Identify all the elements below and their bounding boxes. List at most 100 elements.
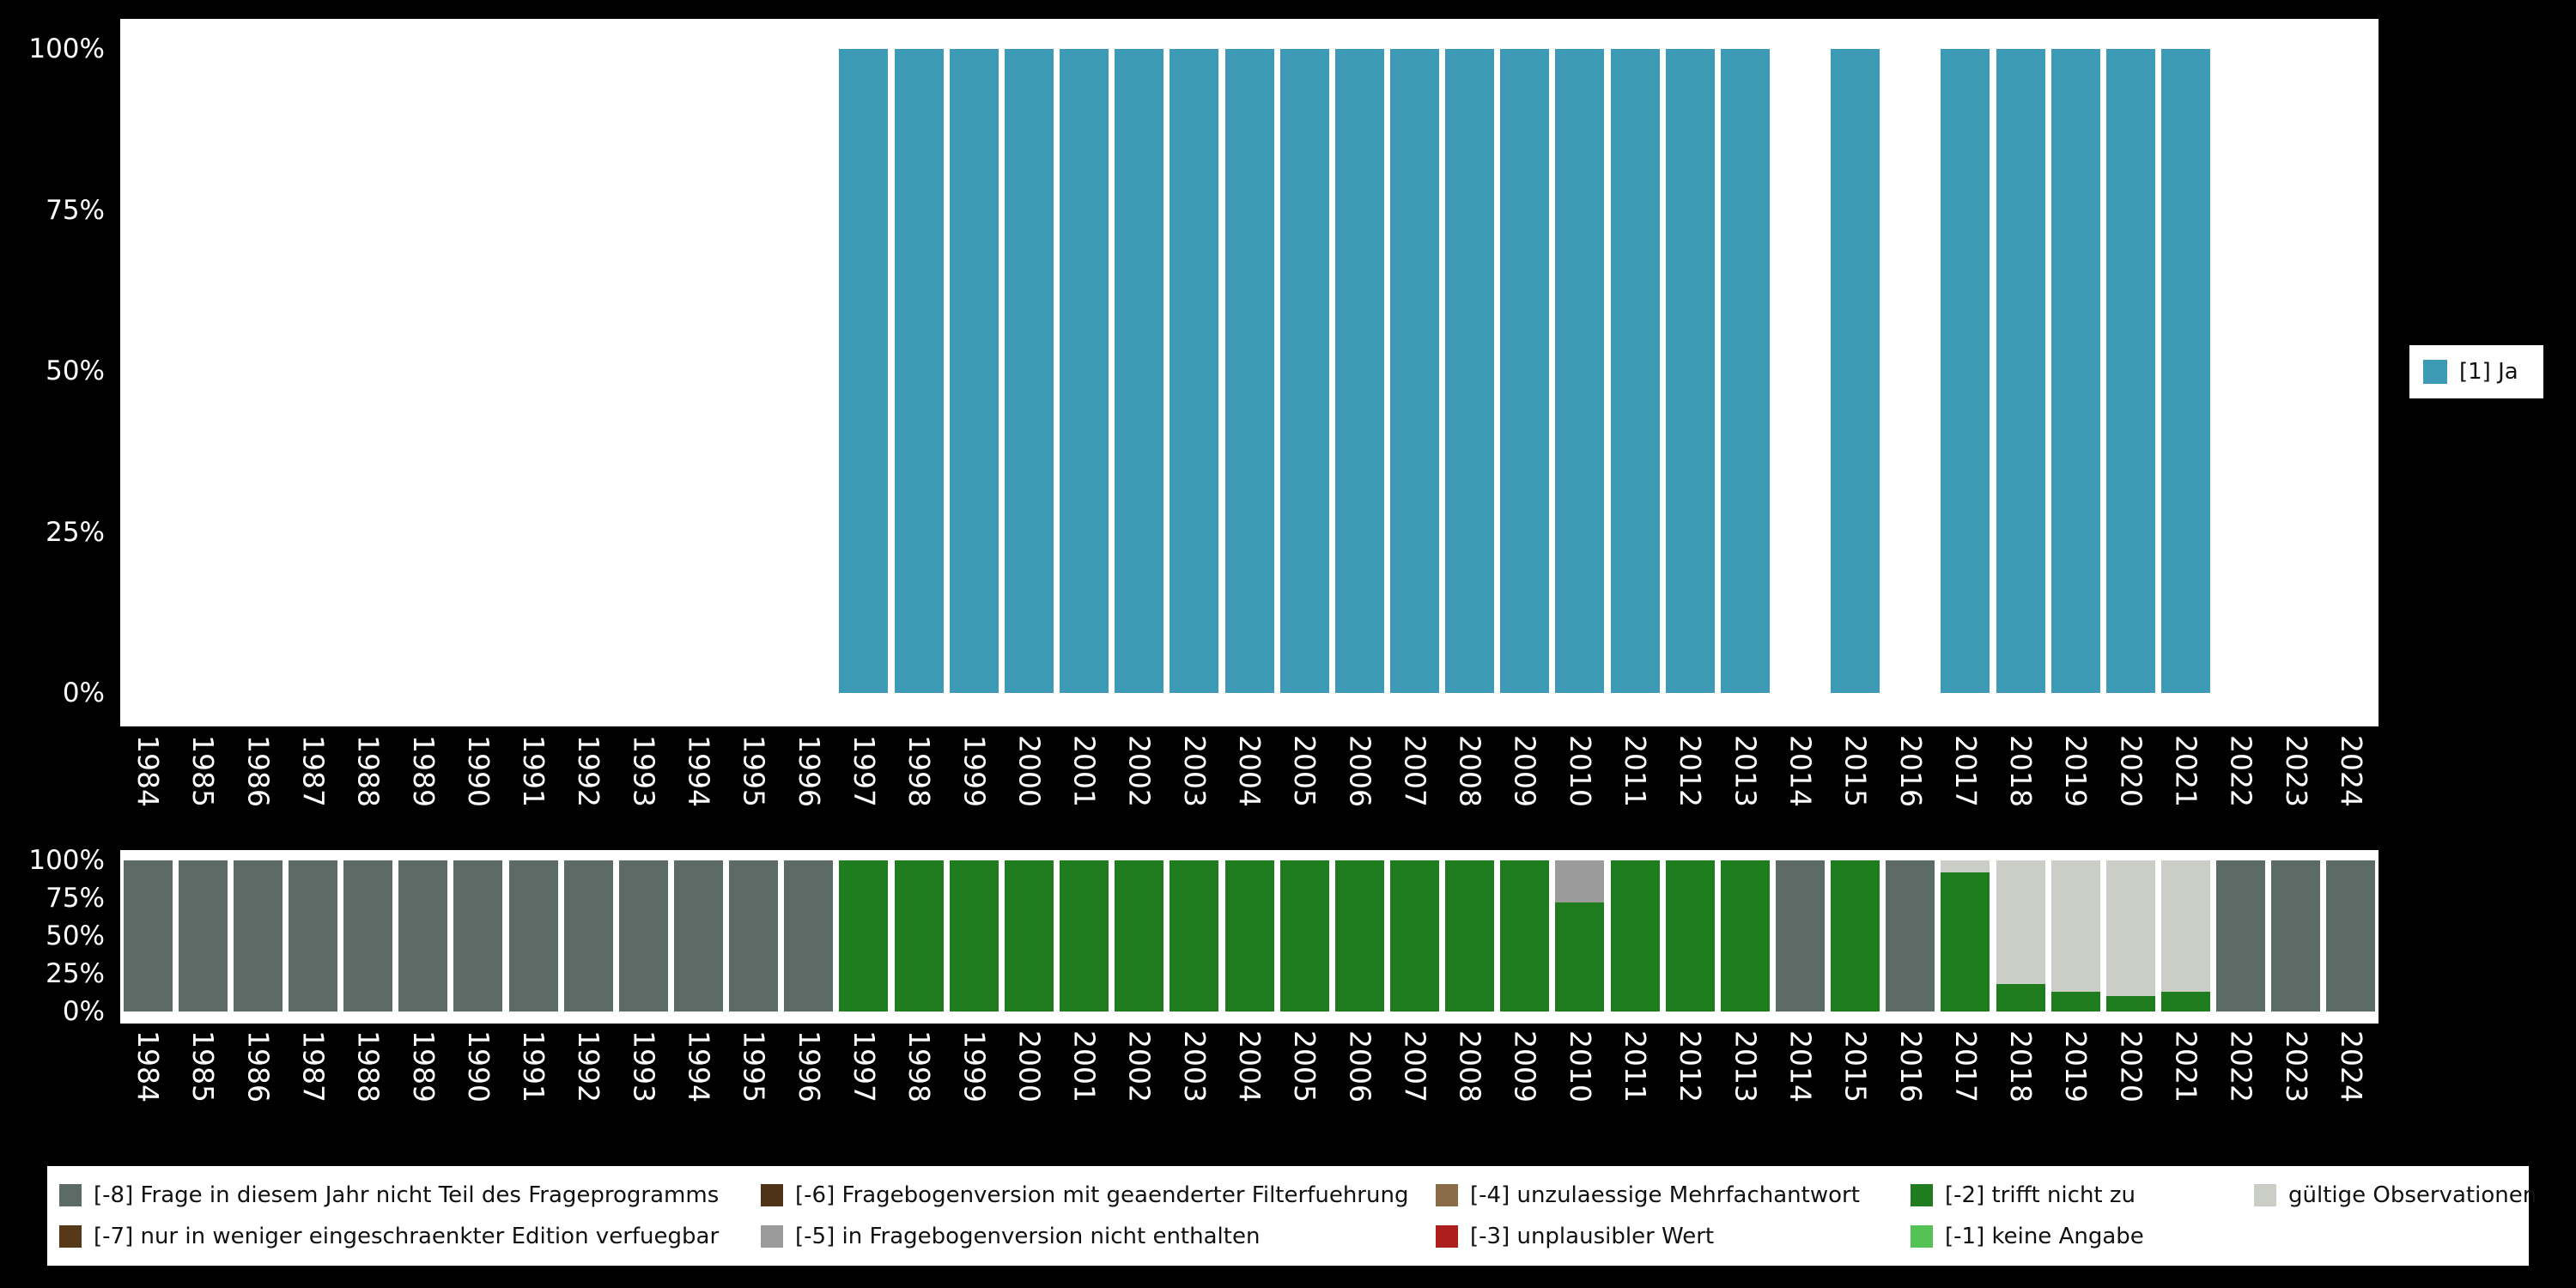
- bar-2013: [1720, 49, 1770, 693]
- bar-2018: [1996, 49, 2045, 693]
- y-axis-label-bottom: 0%: [62, 996, 105, 1027]
- y-axis-label-top: 50%: [46, 355, 105, 386]
- bar-2011: [1610, 49, 1660, 693]
- legend-label--4: [-4] unzulaessige Mehrfachantwort: [1470, 1182, 1860, 1208]
- x-axis-label-year: 2009: [1508, 735, 1542, 807]
- bar-2017: [1941, 49, 1990, 693]
- bar-2001: [1060, 49, 1109, 693]
- segment-2015--2: [1831, 860, 1880, 1012]
- x-axis-label-year: 2014: [1783, 1030, 1818, 1103]
- segment-2021-valid: [2160, 860, 2210, 993]
- x-axis-label-year: 1994: [682, 1030, 716, 1103]
- x-axis-label-year: 2000: [1012, 1030, 1047, 1103]
- x-axis-label-year: 2010: [1563, 1030, 1597, 1103]
- legend-label--3: [-3] unplausibler Wert: [1470, 1224, 1715, 1249]
- legend-swatch-ja: [2423, 360, 2447, 384]
- x-axis-label-year: 2005: [1288, 1030, 1322, 1103]
- segment-2012--2: [1665, 860, 1715, 1012]
- bar-2019: [2050, 49, 2100, 693]
- bar-2010: [1555, 49, 1605, 693]
- segment-2018-valid: [1996, 860, 2045, 985]
- segment-2009--2: [1500, 860, 1550, 1012]
- x-axis-label-year: 1996: [792, 1030, 826, 1103]
- x-axis-label-year: 2018: [2004, 1030, 2038, 1103]
- legend-swatch--6: [761, 1184, 783, 1206]
- x-axis-label-year: 2007: [1398, 1030, 1432, 1103]
- legend-label--6: [-6] Fragebogenversion mit geaenderter F…: [795, 1182, 1409, 1208]
- y-axis-label-bottom: 25%: [46, 958, 105, 989]
- segment-1999--2: [949, 860, 999, 1012]
- x-axis-label-year: 1986: [241, 735, 276, 807]
- legend-swatch-valid: [2254, 1184, 2276, 1206]
- segment-1986--8: [233, 860, 283, 1012]
- x-axis-label-year: 2018: [2004, 735, 2038, 807]
- bar-2020: [2105, 49, 2155, 693]
- x-axis-label-year: 2016: [1893, 1030, 1928, 1103]
- segment-1994--8: [674, 860, 724, 1012]
- legend-label--5: [-5] in Fragebogenversion nicht enthalte…: [795, 1224, 1261, 1249]
- x-axis-label-year: 2004: [1233, 735, 1267, 807]
- segment-2013--2: [1720, 860, 1770, 1012]
- x-axis-label-year: 2022: [2224, 735, 2258, 807]
- legend-label--1: [-1] keine Angabe: [1945, 1224, 2144, 1249]
- legend-swatch--2: [1911, 1184, 1933, 1206]
- legend-swatch--5: [761, 1225, 783, 1248]
- segment-2023--8: [2271, 860, 2321, 1012]
- x-axis-label-year: 2002: [1122, 1030, 1157, 1103]
- x-axis-label-year: 2024: [2334, 735, 2368, 807]
- missing-codes-legend: [-8] Frage in diesem Jahr nicht Teil des…: [47, 1166, 2537, 1266]
- segment-1988--8: [343, 860, 393, 1012]
- x-axis-label-year: 2020: [2114, 1030, 2148, 1103]
- legend-item--7: [-7] nur in weniger eingeschraenkter Edi…: [59, 1224, 761, 1249]
- x-axis-label-year: 2005: [1288, 735, 1322, 807]
- x-axis-label-year: 2012: [1674, 1030, 1708, 1103]
- x-axis-label-year: 1989: [406, 735, 440, 807]
- segment-2017--2: [1941, 872, 1990, 1012]
- segment-2005--2: [1279, 860, 1329, 1012]
- chart-legend: [1] Ja: [2409, 345, 2543, 398]
- segment-2001--2: [1060, 860, 1109, 1012]
- y-axis-label-top: 25%: [46, 516, 105, 548]
- x-axis-label-year: 1999: [957, 735, 992, 807]
- x-axis-label-year: 1987: [296, 1030, 331, 1103]
- x-axis-label-year: 2015: [1838, 1030, 1873, 1103]
- x-axis-label-year: 2003: [1177, 1030, 1212, 1103]
- legend-label--8: [-8] Frage in diesem Jahr nicht Teil des…: [94, 1182, 720, 1208]
- x-axis-label-year: 2003: [1177, 735, 1212, 807]
- x-axis-label-year: 2011: [1619, 735, 1653, 807]
- y-axis-label-top: 0%: [62, 677, 105, 708]
- x-axis-label-year: 2019: [2059, 1030, 2093, 1103]
- bar-2004: [1224, 49, 1274, 693]
- x-axis-label-year: 2011: [1619, 1030, 1653, 1103]
- x-axis-label-year: 1990: [461, 735, 495, 807]
- segment-2019--2: [2050, 992, 2100, 1012]
- segment-2016--8: [1886, 860, 1935, 1012]
- x-axis-label-year: 1990: [461, 1030, 495, 1103]
- segment-1989--8: [398, 860, 448, 1012]
- x-axis-label-year: 2013: [1728, 1030, 1763, 1103]
- y-axis-label-bottom: 100%: [28, 845, 105, 876]
- x-axis-label-year: 1992: [572, 1030, 606, 1103]
- y-axis-label-top: 75%: [46, 194, 105, 226]
- segment-1992--8: [563, 860, 613, 1012]
- y-axis-label-bottom: 50%: [46, 920, 105, 951]
- segment-2011--2: [1610, 860, 1660, 1012]
- x-axis-label-year: 1998: [902, 1030, 937, 1103]
- x-axis-label-year: 2014: [1783, 735, 1818, 807]
- legend-item--4: [-4] unzulaessige Mehrfachantwort: [1436, 1182, 1911, 1208]
- bar-2000: [1004, 49, 1054, 693]
- segment-2010--5: [1555, 860, 1605, 903]
- segment-1993--8: [618, 860, 668, 1012]
- segment-2002--2: [1115, 860, 1164, 1012]
- segment-2014--8: [1775, 860, 1825, 1012]
- bar-1998: [894, 49, 944, 693]
- x-axis-label-year: 1999: [957, 1030, 992, 1103]
- segment-2008--2: [1445, 860, 1495, 1012]
- x-axis-label-year: 1993: [627, 1030, 661, 1103]
- x-axis-label-year: 2006: [1343, 1030, 1377, 1103]
- legend-swatch--7: [59, 1225, 82, 1248]
- x-axis-label-year: 1986: [241, 1030, 276, 1103]
- legend-item--3: [-3] unplausibler Wert: [1436, 1224, 1911, 1249]
- x-axis-label-year: 2004: [1233, 1030, 1267, 1103]
